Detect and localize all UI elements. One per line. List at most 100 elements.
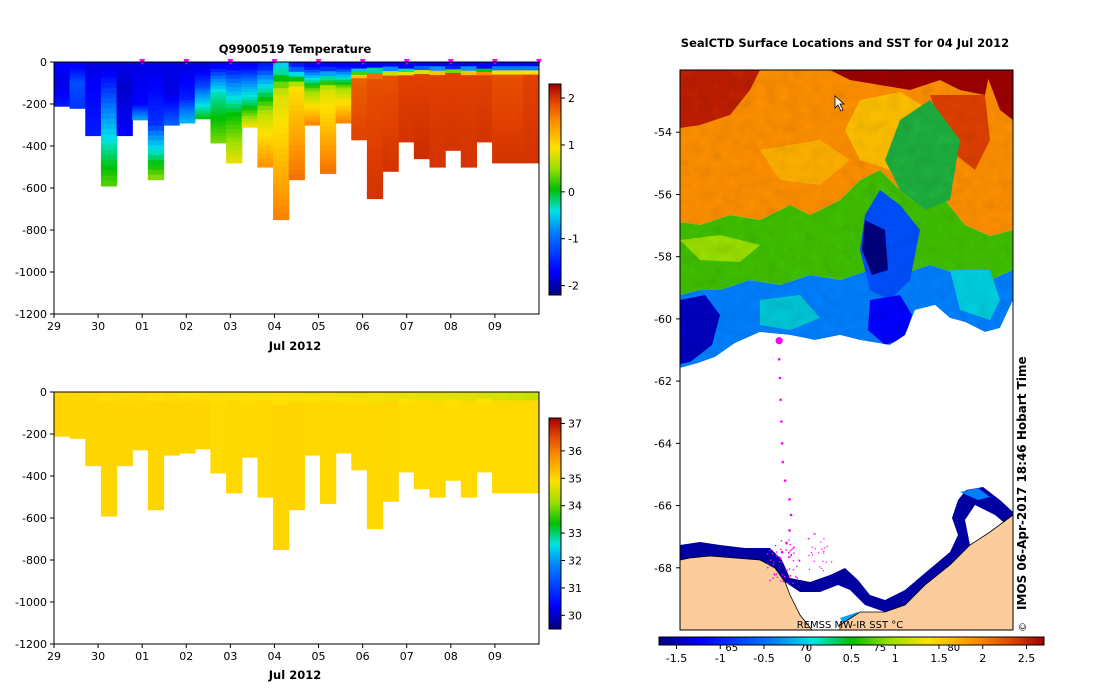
- track-point: [781, 460, 785, 464]
- salinity-cell: [116, 434, 133, 442]
- dive-point: [785, 549, 788, 551]
- salinity-cell: [476, 418, 493, 426]
- salinity-cell: [147, 411, 165, 422]
- salinity-cell: [54, 417, 71, 422]
- temperature-cell: [398, 81, 415, 86]
- temperature-cell: [507, 104, 524, 109]
- salinity-cell: [366, 483, 384, 495]
- colorbar-tick-label: 37: [568, 417, 582, 430]
- temperature-cell: [147, 71, 165, 78]
- salinity-cell: [226, 484, 243, 494]
- temperature-cell: [429, 110, 446, 116]
- temperature-cell: [304, 67, 321, 71]
- temperature-cell: [210, 112, 227, 117]
- colorbar-tick-label: 2: [568, 92, 575, 105]
- temperature-cell: [460, 123, 478, 129]
- salinity-cell: [398, 398, 415, 406]
- salinity-cell: [460, 435, 478, 446]
- temperature-cell: [116, 123, 133, 127]
- temperature-cell: [147, 76, 165, 83]
- salinity-cell: [476, 392, 493, 400]
- y-tick-label: -400: [22, 470, 47, 483]
- temperature-cell: [398, 101, 415, 106]
- salinity-cell: [445, 450, 462, 459]
- temperature-cell: [288, 155, 305, 161]
- salinity-cell: [351, 437, 368, 445]
- temperature-cell: [460, 79, 478, 85]
- map-lon-labels: 65 70 75 80: [725, 643, 960, 654]
- salinity-cell: [210, 405, 227, 413]
- temperature-cell: [523, 120, 539, 126]
- temperature-cell: [85, 117, 102, 121]
- temperature-cell: [179, 102, 196, 106]
- temperature-cell: [366, 84, 384, 92]
- temperature-cell: [85, 98, 102, 103]
- temperature-cell: [288, 81, 305, 88]
- salinity-cell: [523, 425, 539, 435]
- salinity-cell: [69, 415, 86, 420]
- salinity-cell: [85, 441, 102, 448]
- temperature-cell: [351, 74, 368, 79]
- temperature-cell: [226, 70, 243, 76]
- salinity-cell: [319, 392, 337, 402]
- dive-point: [826, 545, 828, 548]
- temperature-cell: [398, 78, 415, 83]
- track-point: [783, 479, 787, 482]
- temperature-cell: [507, 74, 524, 80]
- dive-point: [787, 582, 789, 584]
- salinity-cell: [257, 462, 274, 472]
- temperature-cell: [288, 62, 305, 68]
- salinity-cell: [366, 505, 384, 518]
- dive-point: [821, 548, 823, 551]
- dive-point: [766, 553, 769, 555]
- temperature-cell: [335, 72, 352, 76]
- temperature-cell: [288, 135, 305, 141]
- salinity-cell: [429, 392, 446, 402]
- temperature-cell: [163, 101, 180, 105]
- dive-point: [785, 542, 788, 545]
- temperature-cell: [366, 96, 384, 103]
- salinity-cell: [100, 392, 118, 403]
- salinity-cell: [241, 408, 258, 415]
- temperature-cell: [179, 105, 196, 109]
- salinity-cell: [257, 392, 274, 402]
- salinity-cell: [319, 410, 337, 421]
- temperature-cell: [210, 62, 227, 66]
- temperature-cell: [273, 94, 290, 102]
- temperature-cell: [476, 118, 493, 123]
- temperature-cell: [132, 110, 149, 114]
- dive-point: [808, 554, 810, 557]
- temperature-cell: [319, 94, 337, 100]
- salinity-cell: [304, 397, 321, 404]
- temperature-cell: [351, 110, 368, 115]
- temperature-cell: [194, 85, 212, 89]
- salinity-cell: [85, 459, 102, 467]
- temperature-cell: [100, 144, 118, 151]
- salinity-cell: [429, 453, 446, 463]
- salinity-cell: [460, 418, 478, 428]
- temperature-cell: [226, 83, 243, 88]
- salinity-cell: [413, 464, 431, 474]
- salinity-cell: [116, 392, 133, 399]
- temperature-cell: [507, 116, 524, 122]
- salinity-cell: [194, 443, 212, 450]
- temperature-cell: [351, 62, 368, 66]
- dive-point: [787, 556, 790, 558]
- temperature-cell: [335, 107, 352, 111]
- dive-point: [813, 560, 816, 562]
- temperature-cell: [288, 125, 305, 132]
- salinity-cell: [241, 451, 258, 458]
- salinity-cell: [273, 431, 290, 446]
- temperature-cell: [304, 117, 321, 121]
- salinity-cell: [147, 460, 165, 471]
- temperature-cell: [445, 69, 462, 74]
- temperature-cell: [194, 92, 212, 96]
- salinity-cell: [492, 434, 509, 443]
- salinity-cell: [241, 419, 258, 426]
- temperature-cell: [179, 97, 196, 101]
- y-tick-label: -200: [22, 428, 47, 441]
- temperature-cell: [241, 70, 258, 74]
- temperature-cell: [398, 88, 415, 93]
- salinity-cell: [507, 400, 524, 410]
- temperature-cell: [382, 93, 399, 99]
